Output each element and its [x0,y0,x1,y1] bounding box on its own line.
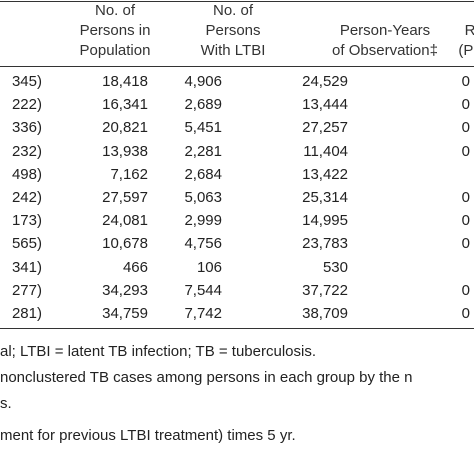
column-header: of Observation‡ [332,42,438,59]
rate-cell: 0 [461,212,470,230]
rate-cell: 0 [461,142,470,160]
person-years-cell: 25,314 [302,189,348,206]
column-header: No. of [94,2,136,19]
person-years-cell: 530 [322,258,348,276]
footnote: nonclustered TB cases among persons in e… [0,369,413,386]
person-years-cell: 24,529 [302,73,348,90]
population-cell: 24,081 [102,212,148,230]
ltbi-cell: 2,684 [184,165,222,183]
person-years-cell: 27,257 [302,119,348,137]
column-header: With LTBI [200,42,266,59]
label-cell: 281) [11,305,42,322]
population-cell: 16,341 [102,96,148,114]
ltbi-cell: 5,063 [184,189,222,206]
label-cell: 345) [11,73,42,90]
person-years-cell: 11,404 [303,142,348,160]
column-header: Persons in [79,22,151,39]
label-cell: 498) [11,165,42,183]
rate-cell: 0 [461,96,470,114]
rate-cell: 0 [461,119,470,137]
ltbi-cell: 2,999 [184,212,222,230]
person-years-cell: 14,995 [302,212,348,230]
column-header: Population [79,42,151,59]
ltbi-cell: 2,281 [184,142,222,160]
ltbi-cell: 2,689 [184,96,222,114]
column-header: Person-Years [339,22,431,39]
rate-cell: 0 [461,189,470,206]
population-cell: 34,759 [102,305,148,322]
footnote: ment for previous LTBI treatment) times … [0,427,296,444]
person-years-cell: 13,444 [302,96,348,114]
label-cell: 336) [11,119,42,137]
population-cell: 18,418 [102,73,148,90]
ltbi-cell: 4,906 [184,73,222,90]
population-cell: 13,938 [102,142,148,160]
person-years-cell: 37,722 [302,281,348,299]
label-cell: 277) [11,281,42,299]
ltbi-cell: 4,756 [184,235,222,253]
population-cell: 27,597 [102,189,148,206]
population-cell: 10,678 [102,235,148,253]
ltbi-cell: 5,451 [184,119,222,137]
column-header: (Pe [458,42,474,59]
population-cell: 466 [122,258,148,276]
population-cell: 20,821 [102,119,148,137]
label-cell: 341) [11,258,42,276]
rate-cell: 0 [461,305,470,322]
bottom-rule [0,328,474,329]
person-years-cell: 13,422 [302,165,348,183]
label-cell: 222) [11,96,42,114]
top-rule [0,1,474,2]
rate-cell: 0 [461,235,470,253]
header-rule [0,66,474,67]
ltbi-cell: 7,544 [184,281,222,299]
column-header: Persons [205,22,261,39]
column-header: No. of [212,2,254,19]
footnote: s. [0,395,12,412]
label-cell: 565) [11,235,42,253]
rate-cell: 0 [461,73,470,90]
person-years-cell: 38,709 [302,305,348,322]
footnote: al; LTBI = latent TB infection; TB = tub… [0,343,316,360]
ltbi-cell: 106 [196,258,222,276]
label-cell: 242) [11,189,42,206]
population-cell: 7,162 [110,165,148,183]
ltbi-cell: 7,742 [184,305,222,322]
rate-cell: 0 [461,281,470,299]
column-header: R [464,22,474,39]
label-cell: 232) [11,142,42,160]
label-cell: 173) [11,212,42,230]
population-cell: 34,293 [102,281,148,299]
person-years-cell: 23,783 [302,235,348,253]
